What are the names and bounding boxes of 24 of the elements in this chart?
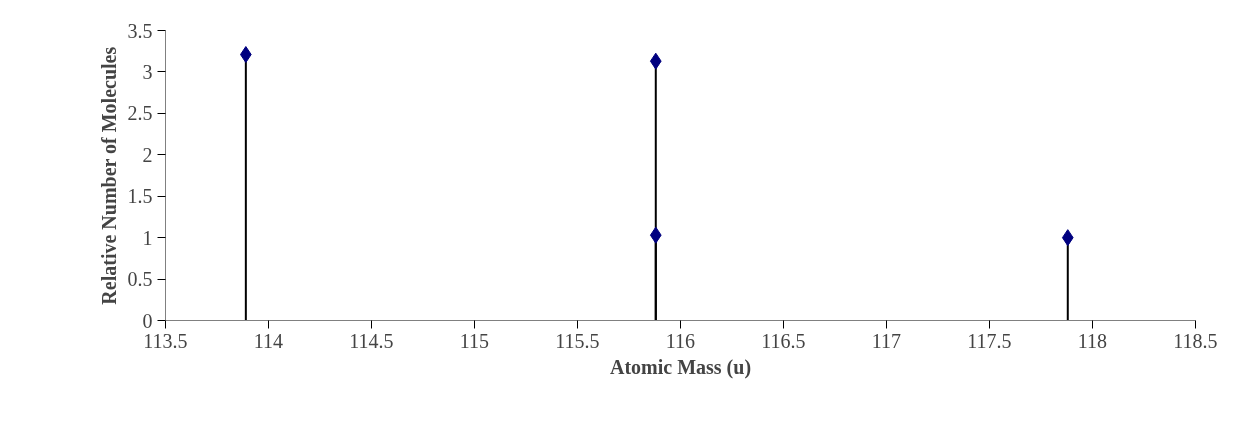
x-tick-label: 114.5 [349,329,394,352]
y-tick-label: 3 [142,60,153,83]
x-tick-label: 113.5 [143,329,188,352]
y-axis-title: Relative Number of Molecules [97,46,120,305]
x-tick-label: 117 [871,329,902,352]
x-tick-label: 118 [1077,329,1108,352]
y-tick-label: 3.5 [127,19,153,42]
y-tick-label: 2 [142,143,153,166]
x-tick-label: 115.5 [555,329,600,352]
x-tick-label: 115 [459,329,490,352]
point [649,226,662,244]
x-tick-label: 118.5 [1173,329,1218,352]
point [1061,229,1074,247]
y-tick-label: 2.5 [127,102,153,125]
y-tick-label: 1.5 [127,185,153,208]
x-axis-title: Atomic Mass (u) [609,355,752,379]
y-tick-label: 1 [142,226,153,249]
x-tick-label: 116 [665,329,696,352]
point [649,52,662,70]
x-tick-label: 117.5 [967,329,1012,352]
x-tick-label: 114 [253,329,284,352]
y-tick-label: 0.5 [127,268,153,291]
y-tick-label: 0 [142,309,153,332]
x-tick-label: 116.5 [761,329,806,352]
